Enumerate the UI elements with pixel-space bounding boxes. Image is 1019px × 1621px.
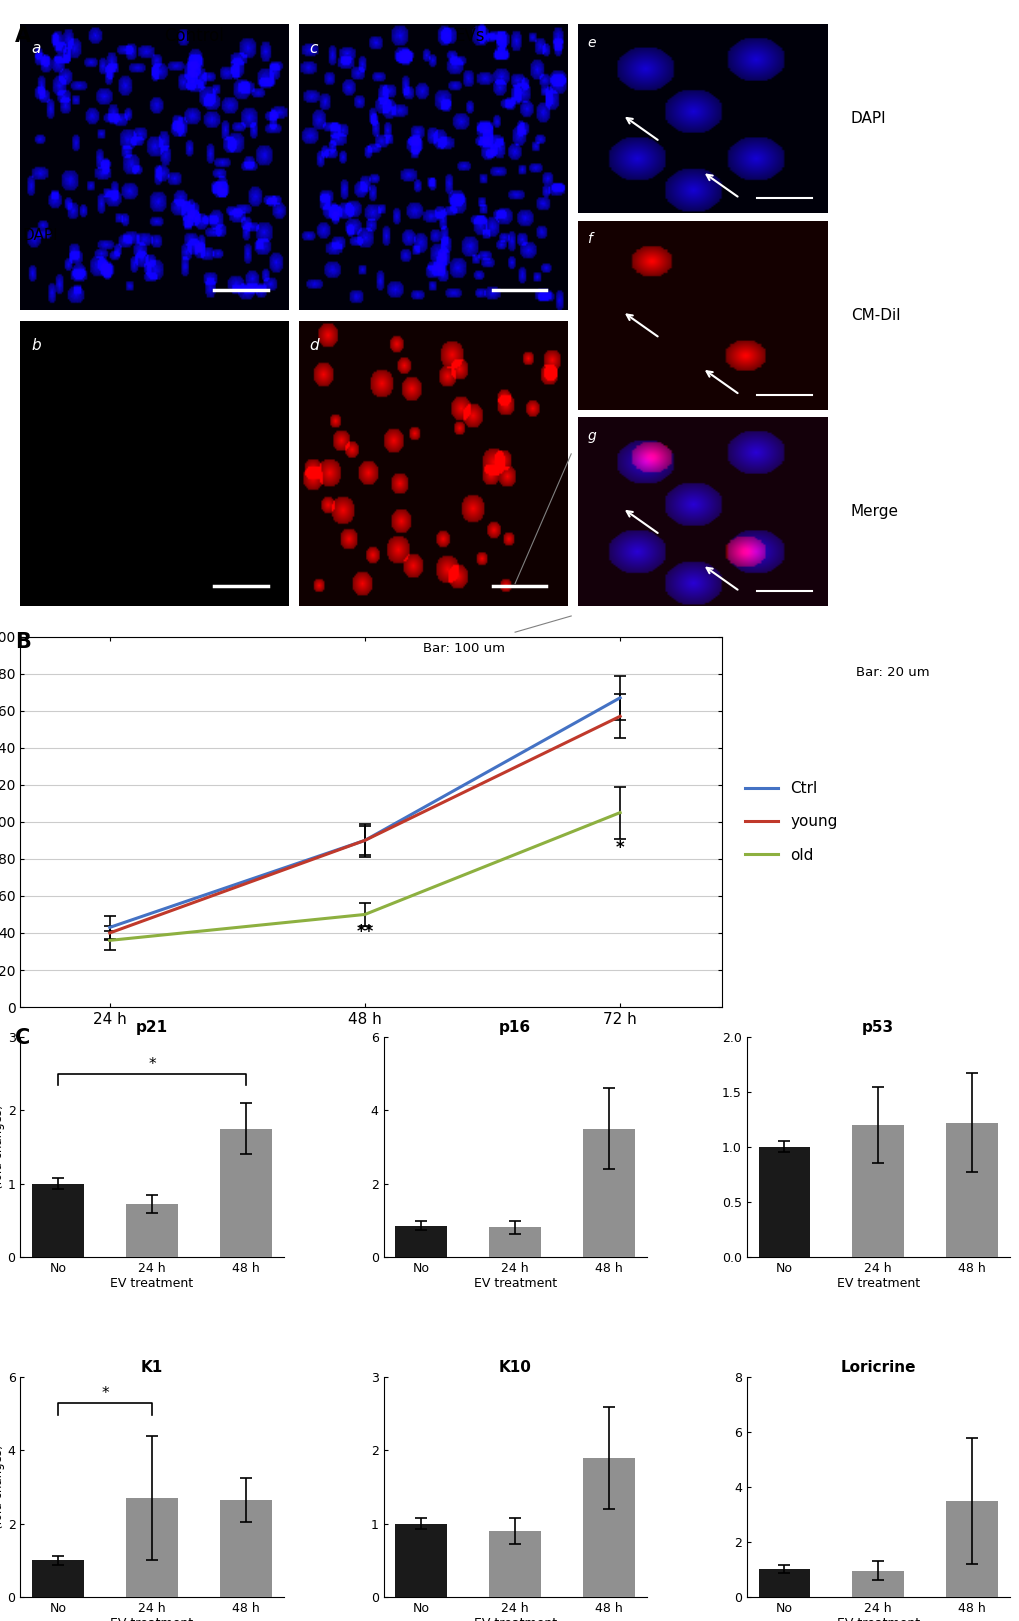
Text: *: *	[615, 840, 624, 858]
Bar	[758, 1148, 809, 1256]
Legend: Ctrl, young, old: Ctrl, young, old	[744, 781, 837, 862]
Bar	[489, 1227, 540, 1256]
Text: CM-Dil: CM-Dil	[850, 308, 900, 323]
Bar	[395, 1225, 446, 1256]
Title: K1: K1	[141, 1360, 163, 1375]
X-axis label: EV treatment: EV treatment	[110, 1618, 194, 1621]
Text: CM-Dil: CM-Dil	[22, 503, 72, 519]
Bar	[220, 1128, 271, 1256]
Bar	[126, 1498, 177, 1597]
Title: p16: p16	[498, 1020, 531, 1034]
Bar	[489, 1530, 540, 1597]
Text: DAPI: DAPI	[22, 227, 58, 243]
Bar	[583, 1457, 634, 1597]
X-axis label: EV treatment: EV treatment	[836, 1618, 919, 1621]
Y-axis label: Relative gene expression
(fold changes): Relative gene expression (fold changes)	[0, 1412, 5, 1561]
Title: K10: K10	[498, 1360, 531, 1375]
Text: B: B	[15, 632, 32, 652]
Bar	[126, 1204, 177, 1256]
Bar	[946, 1501, 997, 1597]
Text: A: A	[15, 26, 32, 45]
Text: EVs: EVs	[453, 26, 484, 44]
Text: a: a	[32, 42, 41, 57]
Text: Merge: Merge	[850, 504, 898, 519]
Bar	[395, 1524, 446, 1597]
Text: f: f	[587, 232, 592, 246]
Text: **: **	[356, 922, 373, 940]
Bar	[852, 1125, 903, 1256]
Text: C: C	[15, 1028, 31, 1047]
Title: p21: p21	[136, 1020, 168, 1034]
Text: b: b	[32, 339, 41, 353]
X-axis label: EV treatment: EV treatment	[473, 1618, 556, 1621]
Bar	[946, 1123, 997, 1256]
Bar	[758, 1569, 809, 1597]
Bar	[33, 1183, 84, 1256]
Text: *: *	[148, 1057, 156, 1071]
Text: e: e	[587, 36, 595, 50]
Title: Loricrine: Loricrine	[840, 1360, 915, 1375]
Text: DAPI: DAPI	[850, 112, 886, 126]
Bar	[33, 1559, 84, 1597]
Bar	[583, 1128, 634, 1256]
Text: *: *	[101, 1386, 109, 1401]
Text: d: d	[310, 339, 319, 353]
Bar	[852, 1571, 903, 1597]
X-axis label: EV treatment: EV treatment	[110, 1277, 194, 1290]
Text: c: c	[310, 42, 318, 57]
X-axis label: EV treatment: EV treatment	[473, 1277, 556, 1290]
Text: Bar: 100 um: Bar: 100 um	[423, 642, 504, 655]
X-axis label: EV treatment: EV treatment	[836, 1277, 919, 1290]
Y-axis label: Relative gene expression
(fold changes): Relative gene expression (fold changes)	[0, 1073, 5, 1221]
Text: Control: Control	[164, 26, 223, 44]
Title: p53: p53	[861, 1020, 894, 1034]
Bar	[220, 1499, 271, 1597]
Text: Bar: 20 um: Bar: 20 um	[855, 666, 928, 679]
Text: g: g	[587, 428, 596, 443]
